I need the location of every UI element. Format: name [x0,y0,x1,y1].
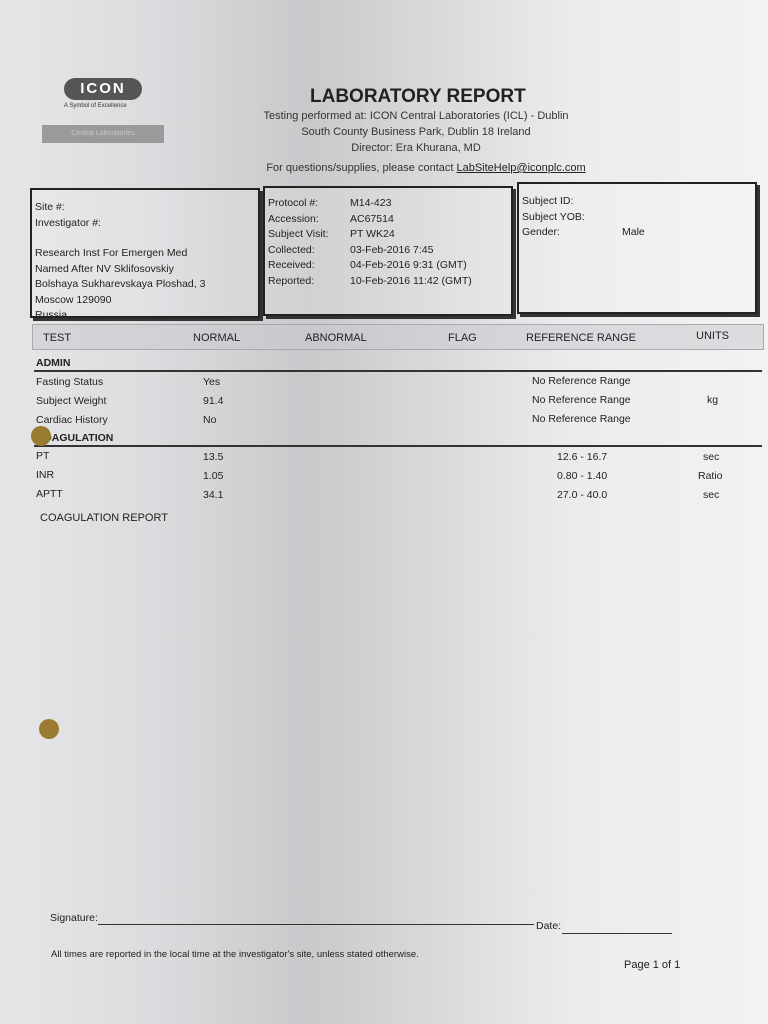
protocol-box: Protocol #: M14-423 Accession: AC67514 Sub… [263,186,513,316]
col-reference-range: REFERENCE RANGE [526,332,637,344]
units: sec [703,489,720,501]
reference-range: 27.0 - 40.0 [557,489,608,501]
col-abnormal: ABNORMAL [305,332,367,344]
units: Ratio [698,470,723,482]
field-label: Received: [268,259,315,271]
punch-hole [39,719,59,739]
page-number: Page 1 of 1 [624,959,681,971]
report-note: COAGULATION REPORT [40,512,168,524]
subject-id-label: Subject ID: [522,195,574,207]
col-test: TEST [43,332,72,344]
divider [34,370,762,372]
reference-range: No Reference Range [532,394,631,406]
field-value: 04-Feb-2016 9:31 (GMT) [350,259,467,271]
protocol-row: Accession: AC67514 [268,212,508,228]
date-line [562,933,672,934]
signature-line [98,924,534,925]
address-line: Moscow 129090 [35,293,112,306]
reference-range: No Reference Range [532,413,631,425]
logo-tagline: A Symbol of Excellence [64,103,127,109]
date-label: Date: [536,920,562,932]
field-label: Accession: [268,212,319,225]
normal-value: No [203,414,217,426]
division-banner: Central Laboratories [42,125,164,143]
protocol-row: Reported: 10-Feb-2016 11:42 (GMT) [268,274,508,290]
col-flag: FLAG [448,332,477,344]
investigator-label: Investigator #: [35,216,101,229]
gender-label: Gender: [522,226,560,238]
subject-yob-label: Subject YOB: [522,210,585,223]
subject-box: Subject ID: Subject YOB: Gender: Male [517,182,757,314]
reference-range: 0.80 - 1.40 [557,470,608,482]
protocol-row: Received: 04-Feb-2016 9:31 (GMT) [268,258,508,274]
protocol-row: Protocol #: M14-423 [268,196,508,212]
site-box: Site #: Investigator #: Research Inst Fo… [30,188,260,321]
table-header: TEST NORMAL ABNORMAL FLAG REFERENCE RANG… [32,324,764,350]
units: sec [703,451,720,463]
normal-value: 13.5 [203,451,224,463]
address-line: Russia [35,309,68,321]
field-value: 03-Feb-2016 7:45 [350,243,434,256]
site-label: Site #: [35,201,65,213]
field-label: Collected: [268,243,315,256]
field-label: Subject Visit: [268,228,329,240]
punch-hole [31,426,51,446]
units: kg [707,394,719,406]
test-name: Subject Weight [36,395,107,407]
field-label: Reported: [268,274,315,287]
signature-label: Signature: [50,912,98,924]
test-name: INR [36,469,55,481]
gender-value: Male [622,226,645,238]
lab-address: South County Business Park, Dublin 18 Ir… [301,126,531,138]
page-title: LABORATORY REPORT [310,86,526,107]
contact-text: For questions/supplies, please contact [266,162,457,174]
normal-value: Yes [203,376,221,388]
contact-line: For questions/supplies, please contact L… [236,162,616,174]
testing-site: Testing performed at: ICON Central Labor… [263,110,569,122]
contact-email-link[interactable]: LabSiteHelp@iconplc.com [456,162,586,174]
footer-note: All times are reported in the local time… [51,949,419,960]
protocol-row: Collected: 03-Feb-2016 7:45 [268,243,508,259]
reference-range: 12.6 - 16.7 [557,451,608,463]
section-coagulation: COAGULATION [36,432,114,444]
field-value: M14-423 [350,197,392,209]
test-name: APTT [36,488,63,500]
director: Director: Era Khurana, MD [351,142,481,154]
field-value: PT WK24 [350,228,395,240]
field-value: 10-Feb-2016 11:42 (GMT) [350,274,472,287]
col-units: UNITS [696,330,729,342]
field-label: Protocol #: [268,197,319,209]
address-line: Research Inst For Emergen Med [35,247,188,259]
section-admin: ADMIN [36,357,71,369]
test-name: Cardiac History [36,414,108,426]
reference-range: No Reference Range [532,375,631,387]
normal-value: 1.05 [203,470,224,482]
divider [34,445,762,447]
normal-value: 34.1 [203,489,224,501]
icon-logo: ICON [64,78,142,100]
address-line: Named After NV Sklifosovskiy [35,262,174,275]
test-name: PT [36,450,50,462]
protocol-row: Subject Visit: PT WK24 [268,227,508,243]
address-line: Bolshaya Sukharevskaya Ploshad, 3 [35,278,206,290]
col-normal: NORMAL [193,332,241,344]
normal-value: 91.4 [203,395,224,407]
field-value: AC67514 [350,212,394,225]
test-name: Fasting Status [36,376,104,388]
